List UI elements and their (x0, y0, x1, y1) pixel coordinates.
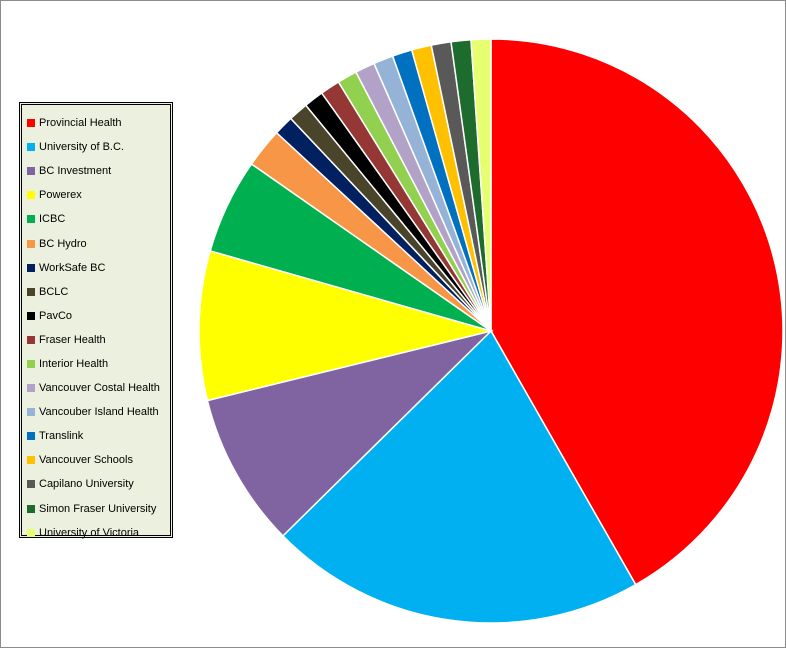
legend-swatch (27, 143, 35, 152)
pie-slice-provincial-health (490, 38, 784, 586)
legend-swatch (27, 335, 35, 344)
legend-item: Capilano University (22, 472, 170, 496)
legend-label: Vancouver Schools (39, 454, 133, 467)
legend-label: Powerex (39, 189, 82, 202)
legend-swatch (27, 215, 35, 224)
legend-item: Interior Health (22, 352, 170, 376)
legend-item: Powerex (22, 183, 170, 207)
legend-item: University of Victoria (22, 521, 170, 545)
legend-label: BC Hydro (39, 237, 87, 250)
legend-label: Vancouver Costal Health (39, 382, 160, 395)
legend-label: Capilano University (39, 478, 134, 491)
legend-item: Simon Fraser University (22, 497, 170, 521)
legend-label: BC Investment (39, 165, 112, 178)
legend-swatch (27, 456, 35, 465)
legend-item: PavCo (22, 304, 170, 328)
legend-item: WorkSafe BC (22, 256, 170, 280)
legend-item: Vancouber Island Health (22, 400, 170, 424)
pie-slice-bc-investment (206, 329, 494, 537)
legend-label: Fraser Health (39, 333, 106, 346)
legend-item: BC Investment (22, 159, 170, 183)
legend-item: Fraser Health (22, 328, 170, 352)
legend-label: Translink (39, 430, 84, 443)
pie-slice-powerex (198, 249, 494, 402)
legend-swatch (27, 359, 35, 368)
legend-label: PavCo (39, 309, 73, 322)
legend-label: BCLC (39, 285, 69, 298)
legend-item: Translink (22, 424, 170, 448)
legend-swatch (27, 191, 35, 200)
legend-swatch (27, 480, 35, 489)
legend-item: BCLC (22, 280, 170, 304)
legend-label: Vancouber Island Health (39, 406, 159, 419)
legend-swatch (27, 239, 35, 248)
legend-label: University of Victoria (39, 526, 140, 539)
legend-swatch (27, 311, 35, 320)
legend-label: University of B.C. (39, 141, 124, 154)
legend-item: Vancouver Schools (22, 448, 170, 472)
legend-label: Provincial Health (39, 117, 122, 130)
legend-label: ICBC (39, 213, 66, 226)
legend-swatch (27, 263, 35, 272)
legend-label: WorkSafe BC (39, 261, 106, 274)
legend-item: ICBC (22, 207, 170, 231)
legend-label: Simon Fraser University (39, 502, 157, 515)
legend-swatch (27, 167, 35, 176)
legend-swatch (27, 287, 35, 296)
legend-swatch (27, 384, 35, 393)
legend-item: University of B.C. (22, 135, 170, 159)
legend: Provincial Health University of B.C. BC In… (19, 102, 173, 539)
legend-swatch (27, 119, 35, 128)
legend-label: Interior Health (39, 357, 109, 370)
legend-item: Provincial Health (22, 111, 170, 135)
legend-swatch (27, 432, 35, 441)
legend-item: Vancouver Costal Health (22, 376, 170, 400)
legend-swatch (27, 504, 35, 513)
pie-slice-university-of-victoria (470, 38, 492, 332)
legend-swatch (27, 528, 35, 537)
legend-item: BC Hydro (22, 231, 170, 255)
pie-slice-university-of-b-c (281, 329, 637, 624)
legend-swatch (27, 408, 35, 417)
